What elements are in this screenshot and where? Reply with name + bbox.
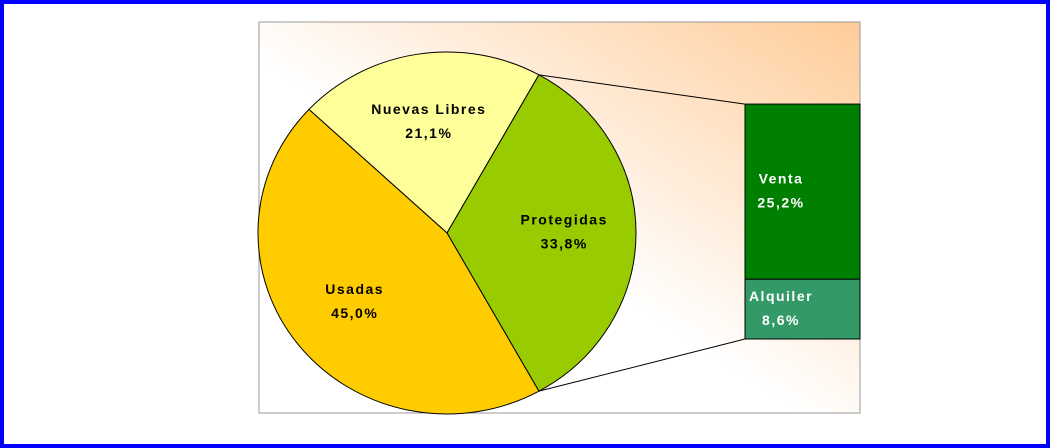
connector-line: [538, 338, 746, 392]
bar-value-label: 25,2%: [757, 194, 804, 210]
slice-value-label: 33,8%: [541, 236, 588, 252]
pie-slice: [257, 108, 540, 415]
bar-label: Alquiler: [749, 288, 813, 304]
pie-slice: [446, 74, 637, 392]
connector-line: [538, 74, 746, 105]
chart: Nuevas Libres 21,1% Protegidas 33,8% Usadas 4…: [257, 21, 861, 415]
slice-label: Protegidas: [521, 212, 608, 228]
bar-value-label: 8,6%: [762, 312, 800, 328]
bar-segment: [744, 103, 861, 280]
slice-label: Usadas: [325, 281, 384, 297]
bar-label: Venta: [759, 170, 804, 186]
slice-label: Nuevas Libres: [371, 101, 486, 117]
bar-segment: [744, 278, 861, 340]
slice-value-label: 21,1%: [405, 125, 452, 141]
slice-value-label: 45,0%: [331, 305, 378, 321]
pie-slice: [308, 51, 540, 234]
